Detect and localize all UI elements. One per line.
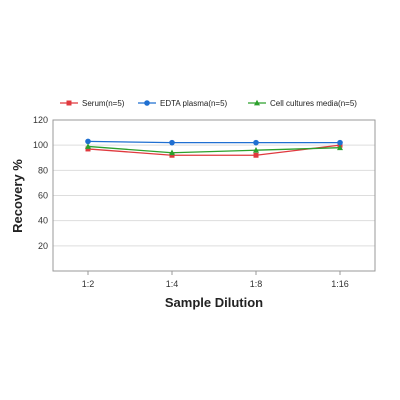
series-edta-plasma-n-5 [85, 138, 343, 146]
legend-marker [66, 100, 72, 106]
legend-item-serum-n-5: Serum(n=5) [60, 99, 125, 108]
x-tick-label: 1:16 [331, 279, 349, 289]
y-axis-title: Recovery % [10, 159, 25, 233]
data-point [85, 146, 91, 152]
y-tick-label: 20 [38, 241, 48, 251]
series-line [87, 144, 341, 156]
legend-label: Cell cultures media(n=5) [270, 99, 357, 108]
x-tick-label: 1:4 [166, 279, 179, 289]
legend-marker [144, 100, 150, 106]
legend-label: EDTA plasma(n=5) [160, 99, 228, 108]
legend-item-cell-cultures-media-n-5: Cell cultures media(n=5) [248, 99, 357, 108]
data-point [169, 152, 175, 158]
y-tick-label: 100 [33, 140, 48, 150]
y-axis-ticks: 20 40 60 80 100 120 [33, 115, 48, 251]
legend-label: Serum(n=5) [82, 99, 125, 108]
data-point [253, 147, 259, 153]
data-point [169, 139, 175, 146]
y-tick-label: 120 [33, 115, 48, 125]
data-point [253, 152, 259, 158]
plot-frame [52, 119, 376, 272]
x-axis-ticks: 1:2 1:4 1:8 1:16 [82, 271, 349, 289]
x-tick-label: 1:2 [82, 279, 95, 289]
y-tick-label: 60 [38, 191, 48, 201]
legend: Serum(n=5) EDTA plasma(n=5) Cell cultures … [60, 99, 357, 108]
y-tick-label: 80 [38, 165, 48, 175]
series-line [87, 140, 340, 144]
y-tick-label: 40 [38, 216, 48, 226]
legend-marker [254, 99, 260, 106]
legend-item-edta-plasma-n-5: EDTA plasma(n=5) [138, 99, 228, 108]
data-point [337, 144, 343, 151]
series-line [87, 145, 341, 154]
data-point [169, 149, 175, 156]
data-point [337, 139, 343, 146]
data-point [85, 143, 91, 149]
data-point [85, 138, 91, 145]
series-layer [85, 138, 343, 158]
x-axis-title: Sample Dilution [165, 295, 263, 310]
series-cell-cultures-media-n-5 [85, 143, 343, 156]
data-point [253, 139, 259, 146]
gridlines [53, 119, 375, 247]
x-tick-label: 1:8 [250, 279, 263, 289]
